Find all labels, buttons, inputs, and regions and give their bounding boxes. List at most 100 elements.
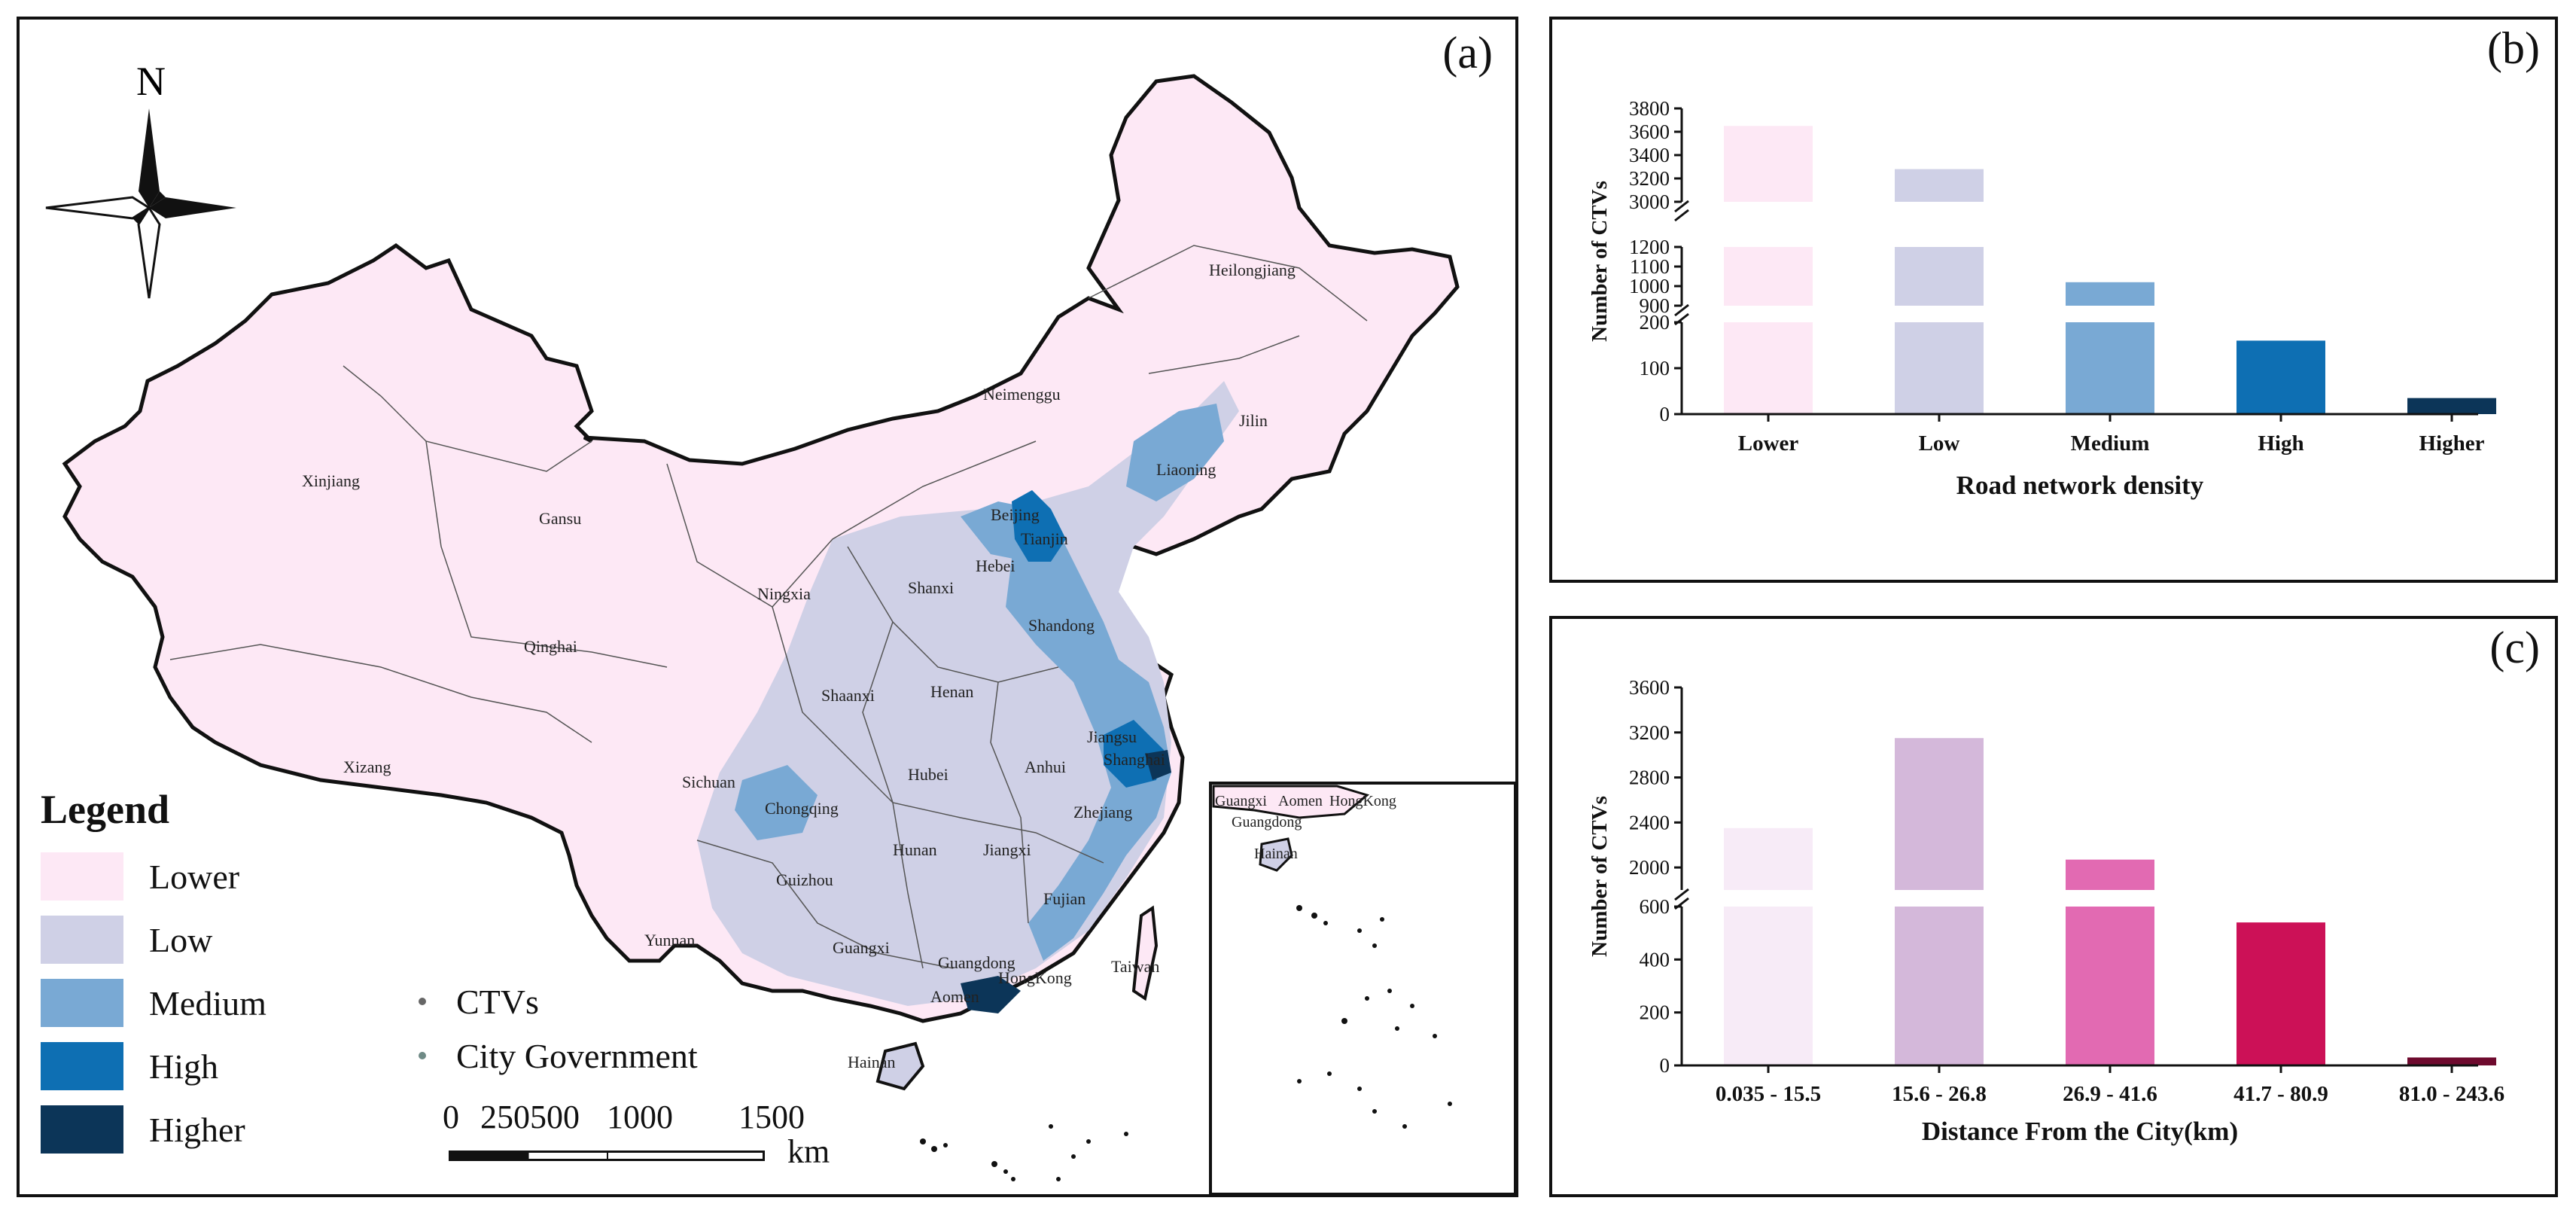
bar-3-part-2: [2066, 859, 2154, 890]
label-gansu: Gansu: [539, 509, 581, 528]
bar-1-part-1: [1724, 907, 1813, 1065]
legend-item: Higher: [41, 1098, 266, 1161]
bar-5: [2407, 398, 2496, 414]
region-high-shanghai: [1104, 720, 1164, 788]
scale-tick: 250: [480, 1099, 530, 1135]
bar-2-part-3: [1895, 169, 1984, 202]
y-tick-label: 600: [1640, 895, 1670, 918]
y-tick-label: 3800: [1629, 97, 1670, 120]
legend-label: Medium: [149, 983, 266, 1023]
label-guangdong: Guangdong: [938, 953, 1015, 972]
x-tick-label: Higher: [2419, 431, 2485, 456]
label-taiwan: Taiwan: [1111, 957, 1159, 976]
legend-label: High: [149, 1047, 218, 1086]
inset-coast: [1212, 785, 1370, 819]
y-tick-label: 400: [1640, 948, 1670, 971]
x-axis-title: Road network density: [1956, 471, 2204, 500]
y-tick-label: 3200: [1629, 721, 1670, 744]
bar-5: [2407, 1057, 2496, 1065]
y-tick-label: 2400: [1629, 811, 1670, 834]
legend-item: Medium: [41, 971, 266, 1035]
label-guangxi: Guangxi: [833, 938, 890, 957]
y-tick-label: 2800: [1629, 767, 1670, 789]
y-tick-label: 3400: [1629, 144, 1670, 166]
y-axis-title: Number of CTVs: [1588, 796, 1612, 957]
symbol-item: City Government: [419, 1029, 698, 1083]
panel-label-a: (a): [1442, 28, 1493, 78]
scale-bar: 0 250 500 1000 1500 km: [434, 1098, 830, 1170]
map-legend: Legend Lower Low Medium High Higher: [41, 786, 266, 1161]
bar-1-part-3: [1724, 126, 1813, 202]
y-tick-label: 1100: [1630, 255, 1670, 278]
taiwan-island: [1131, 905, 1159, 1001]
legend-swatch-higher: [41, 1105, 123, 1154]
y-axis-title: Number of CTVs: [1588, 181, 1612, 342]
label-hubei: Hubei: [908, 765, 948, 784]
inset-frame: [1209, 782, 1515, 1194]
legend-title: Legend: [41, 787, 170, 832]
scale-tick: 1500: [738, 1099, 805, 1135]
bar-2-part-1: [1895, 907, 1984, 1065]
region-high-beijing: [1012, 490, 1066, 562]
x-tick-label: Low: [1919, 431, 1960, 456]
y-tick-label: 100: [1640, 357, 1670, 379]
legend-swatch-high: [41, 1042, 123, 1090]
y-tick-label: 0: [1660, 1054, 1670, 1077]
label-anhui: Anhui: [1025, 757, 1066, 776]
label-sichuan: Sichuan: [682, 773, 735, 791]
north-label: N: [136, 59, 166, 104]
label-xinjiang: Xinjiang: [302, 471, 360, 490]
label-chongqing: Chongqing: [765, 799, 839, 818]
legend-label: Low: [149, 920, 213, 959]
x-tick-label: Lower: [1738, 431, 1799, 456]
inset-label-guangxi: Guangxi: [1215, 793, 1267, 809]
label-guizhou: Guizhou: [776, 870, 833, 889]
y-tick-label: 0: [1660, 403, 1670, 425]
region-higher-guangdong: [961, 976, 1021, 1013]
x-tick-label: Medium: [2071, 431, 2150, 456]
province-labels: Xinjiang Xizang Qinghai Gansu Neimenggu …: [302, 261, 1296, 1071]
label-ningxia: Ningxia: [757, 584, 811, 603]
bar-chart-distance: 0 200 400 600 2000 2400 2800 3200 3600 0.035 - 15…: [1588, 676, 2504, 1146]
legend-swatch-medium: [41, 979, 123, 1027]
label-neimenggu: Neimenggu: [983, 385, 1061, 404]
scale-tick: 0: [443, 1099, 459, 1135]
chart-panel-b: (b) 0 100 200 900 1000 1100 1200 3000 3200 3400 36…: [1549, 17, 2558, 583]
bar-2-part-2: [1895, 247, 1984, 306]
x-tick-label: 15.6 - 26.8: [1892, 1082, 1987, 1106]
y-tick-label: 3600: [1629, 676, 1670, 699]
label-shanghai: Shanghai: [1104, 750, 1165, 769]
bar-3-part-2: [2066, 282, 2154, 306]
label-shandong: Shandong: [1028, 616, 1095, 635]
y-tick-label: 1200: [1629, 236, 1670, 258]
north-arrow-icon: [45, 108, 236, 299]
legend-swatch-lower: [41, 852, 123, 901]
ctv-dot-icon: [419, 998, 426, 1005]
x-tick-label: 26.9 - 41.6: [2063, 1082, 2157, 1106]
label-fujian: Fujian: [1043, 889, 1086, 908]
inset-label-hongkong: HongKong: [1329, 793, 1396, 809]
legend-label: Lower: [149, 857, 240, 896]
inset-label-aomen: Aomen: [1278, 793, 1323, 809]
region-medium-east: [1006, 532, 1171, 961]
y-tick-label: 3200: [1629, 167, 1670, 190]
symbol-label: City Government: [456, 1036, 698, 1075]
label-liaoning: Liaoning: [1156, 460, 1216, 479]
label-hunan: Hunan: [893, 840, 937, 859]
y-tick-label: 200: [1640, 1001, 1670, 1024]
label-jilin: Jilin: [1239, 411, 1268, 430]
label-henan: Henan: [930, 682, 973, 701]
label-xizang: Xizang: [343, 757, 391, 776]
label-shanxi: Shanxi: [908, 578, 954, 597]
label-hebei: Hebei: [976, 556, 1015, 575]
panel-label-c: (c): [2489, 623, 2540, 672]
bar-2-part-2: [1895, 738, 1984, 890]
scale-tick: 500: [530, 1099, 580, 1135]
label-yunnan: Yunnan: [644, 931, 695, 949]
china-map: N: [45, 59, 1515, 1194]
bar-1-part-2: [1724, 827, 1813, 890]
label-aomen: Aomen: [930, 987, 979, 1006]
x-tick-label: High: [2258, 431, 2303, 456]
symbol-label: CTVs: [456, 982, 539, 1021]
